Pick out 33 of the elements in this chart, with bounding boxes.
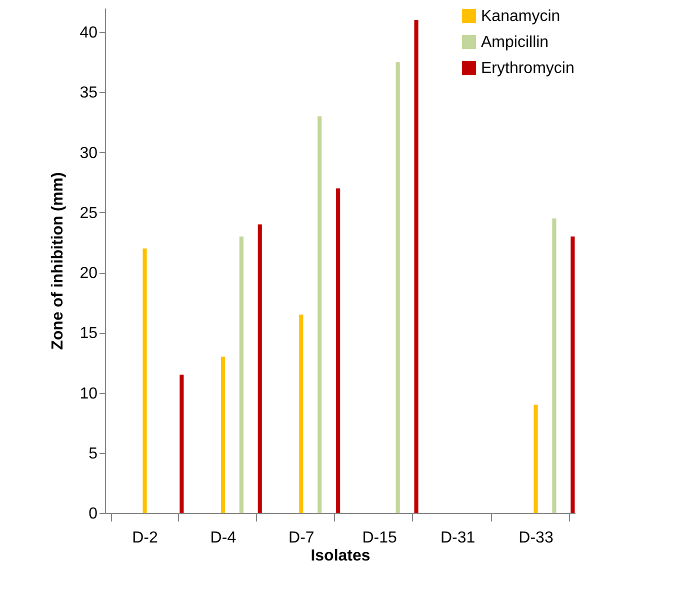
bar xyxy=(258,224,262,513)
legend-label: Kanamycin xyxy=(481,8,560,25)
y-tick-label: 0 xyxy=(88,506,98,522)
bar xyxy=(534,404,538,513)
bar xyxy=(552,218,556,513)
bar xyxy=(336,188,340,513)
y-axis-title: Zone of inhibition (mm) xyxy=(50,172,67,350)
bar xyxy=(570,236,575,513)
y-tick-label: 30 xyxy=(80,144,98,162)
y-tick-label: 35 xyxy=(80,84,98,102)
bar xyxy=(220,356,225,513)
legend-label: Ampicillin xyxy=(481,34,549,51)
y-tick-label: 15 xyxy=(80,325,98,342)
y-tick-label: 10 xyxy=(80,385,98,402)
bar xyxy=(239,236,244,513)
y-tick-label: 25 xyxy=(80,204,98,222)
x-tick-label: D-7 xyxy=(288,530,314,546)
bar xyxy=(396,62,400,513)
bar xyxy=(414,20,418,513)
y-tick-label: 20 xyxy=(80,265,98,282)
y-tick-label: 40 xyxy=(80,24,98,42)
x-tick-label: D-31 xyxy=(440,530,476,546)
y-tick-label: 5 xyxy=(88,445,98,462)
bar xyxy=(318,116,322,513)
x-tick-label: D-33 xyxy=(518,530,554,546)
x-axis-title: Isolates xyxy=(310,548,370,564)
x-tick-label: D-15 xyxy=(362,530,398,546)
legend-label: Erythromycin xyxy=(481,60,574,77)
x-tick-label: D-4 xyxy=(210,530,236,546)
x-tick-label: D-2 xyxy=(132,530,158,546)
bar xyxy=(299,314,304,513)
bar xyxy=(142,248,147,513)
bar xyxy=(180,374,184,513)
